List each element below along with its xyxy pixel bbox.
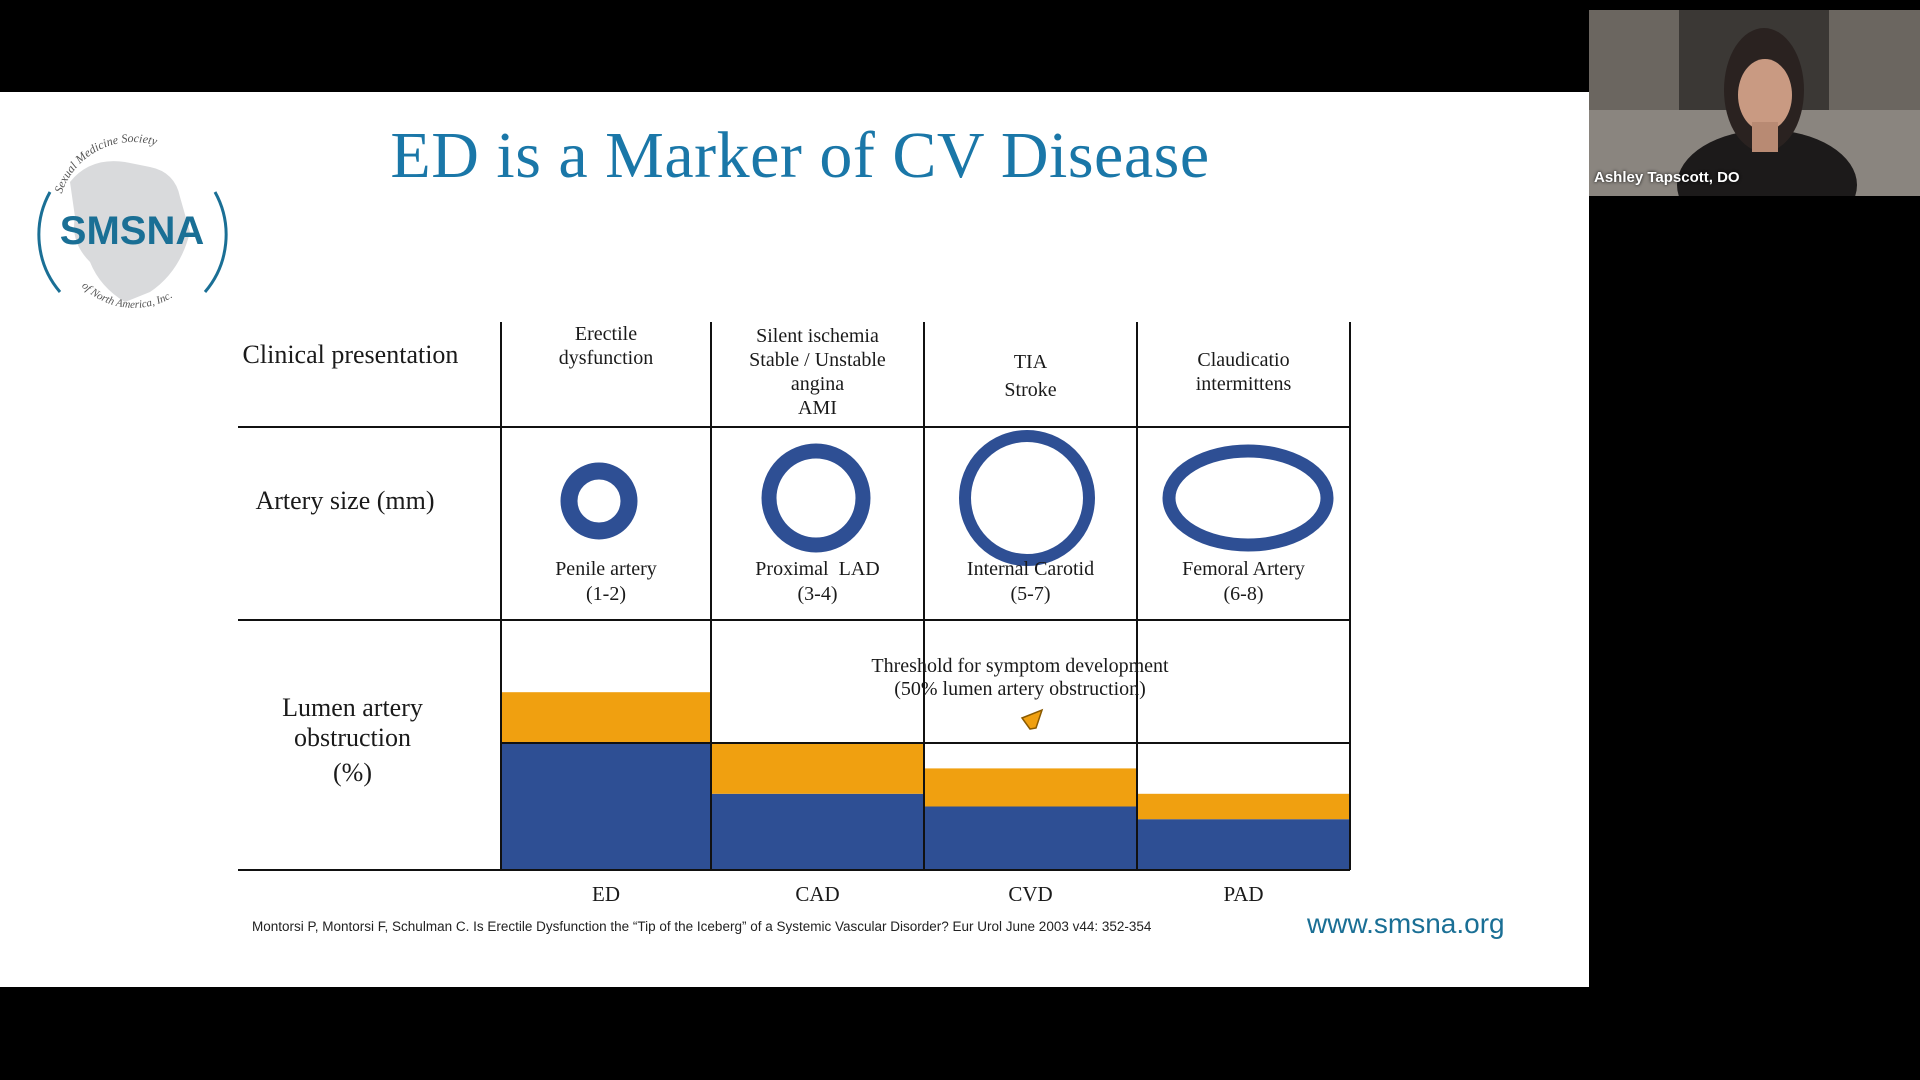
bar-ed-top: [502, 692, 710, 743]
threshold-arrow-icon: [1020, 708, 1044, 730]
citation: Montorsi P, Montorsi F, Schulman C. Is E…: [252, 919, 1152, 934]
penile-artery-ring-icon: [560, 462, 638, 540]
participant-video-tile[interactable]: Ashley Tapscott, DO: [1589, 10, 1920, 196]
lad-artery-ring-icon: [761, 443, 871, 553]
artery-table: [238, 322, 1351, 871]
presentation-slide: Sexual Medicine Society SMSNA of North A…: [0, 92, 1589, 987]
presentation-cad: Silent ischemia Stable / Unstable angina AM…: [749, 325, 886, 419]
bar-pad-base: [1138, 819, 1349, 870]
website-link[interactable]: www.smsna.org: [1307, 908, 1505, 939]
threshold-label: Threshold for symptom development (50% lu…: [871, 655, 1169, 700]
x-label-cvd: CVD: [1008, 882, 1053, 906]
smsna-logo: Sexual Medicine Society SMSNA of North A…: [37, 131, 228, 311]
femoral-artery-ring-icon: [1162, 444, 1334, 552]
bar-ed-base: [502, 743, 710, 870]
artery-label-penile: Penile artery (1-2): [555, 558, 657, 605]
x-label-pad: PAD: [1223, 882, 1264, 906]
bar-cvd-base: [925, 806, 1136, 870]
bar-pad-top: [1138, 793, 1349, 820]
row-header-artery-size: Artery size (mm): [255, 486, 435, 515]
artery-label-lad: Proximal LAD (3-4): [755, 558, 880, 605]
presentation-pad: Claudicatio intermittens: [1195, 349, 1292, 395]
carotid-artery-ring-icon: [959, 430, 1095, 566]
bar-cvd-top: [925, 768, 1136, 807]
x-label-cad: CAD: [795, 882, 840, 906]
participant-name: Ashley Tapscott, DO: [1594, 169, 1740, 186]
bar-cad-top: [712, 743, 923, 794]
row-header-obstruction-unit: (%): [333, 758, 372, 787]
table-grid: [238, 322, 1351, 871]
presentation-cvd: TIA Stroke: [1004, 351, 1057, 401]
presentation-ed: Erectile dysfunction: [558, 323, 654, 369]
logo-name: SMSNA: [60, 209, 204, 253]
artery-label-carotid: Internal Carotid (5-7): [966, 558, 1095, 605]
row-header-clinical: Clinical presentation: [242, 340, 459, 369]
obstruction-bars: [502, 692, 1349, 870]
slide-title: ED is a Marker of CV Disease: [390, 119, 1210, 192]
north-america-map-icon: [70, 161, 190, 302]
bar-cad-base: [712, 793, 923, 870]
row-header-obstruction: Lumen artery obstruction: [282, 693, 423, 752]
artery-label-femoral: Femoral Artery (6-8): [1182, 558, 1305, 605]
participant-video-feed: [1589, 10, 1920, 196]
x-label-ed: ED: [592, 882, 620, 906]
